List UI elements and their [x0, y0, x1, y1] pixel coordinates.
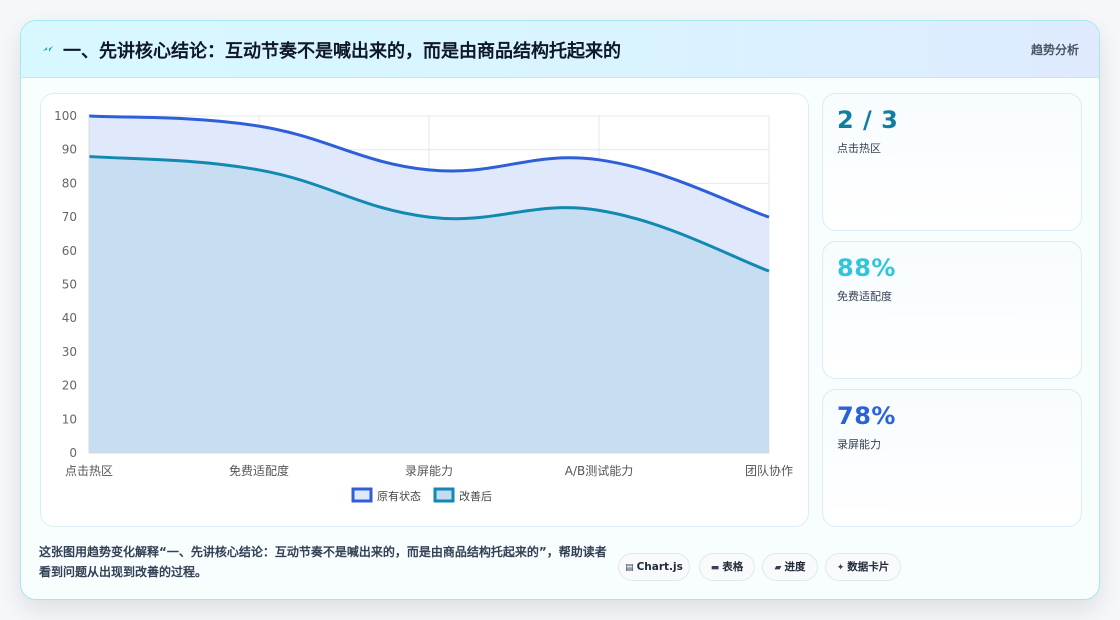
y-tick-label: 0 — [69, 446, 77, 460]
legend-swatch — [351, 487, 373, 503]
x-tick-label: 免费适配度 — [229, 463, 289, 478]
series-area-2 — [89, 156, 769, 453]
progress-icon: ▰ — [774, 563, 782, 573]
stat-value: 2 / 3 — [837, 106, 899, 134]
x-tick-label: 团队协作 — [745, 463, 793, 478]
legend-label: 改善后 — [459, 489, 492, 503]
chart-panel: 0 10 20 30 40 50 60 70 80 90 100 点击热区 免费适配度 录屏能力 A/B测试… — [40, 93, 809, 527]
y-tick-label: 30 — [62, 345, 77, 359]
chip-data-cards[interactable]: ✦ 数据卡片 — [825, 553, 901, 581]
stat-card-2: 88% 免费适配度 — [822, 241, 1082, 379]
stat-card-3: 78% 录屏能力 — [822, 389, 1082, 527]
stat-value: 88% — [837, 254, 896, 282]
stat-card-1: 2 / 3 点击热区 — [822, 93, 1082, 231]
page-title: 一、先讲核心结论：互动节奏不是喊出来的，而是由商品结构托起来的 — [63, 41, 621, 62]
y-tick-label: 20 — [62, 379, 77, 393]
chart-icon: ▤ — [625, 563, 634, 573]
section-tag: 趋势分析 — [1030, 43, 1079, 57]
stat-label: 点击热区 — [837, 142, 881, 155]
y-tick-label: 40 — [62, 311, 77, 325]
y-tick-label: 100 — [54, 109, 77, 123]
sparkle-icon: ✦ — [836, 563, 845, 573]
table-icon: ▬ — [710, 563, 720, 573]
chip-label: 数据卡片 — [847, 561, 890, 573]
stat-label: 录屏能力 — [837, 438, 881, 451]
chip-progress[interactable]: ▰ 进度 — [762, 553, 818, 581]
x-tick-label: 录屏能力 — [405, 464, 453, 478]
chip-label: 表格 — [722, 561, 744, 573]
area-chart: 0 10 20 30 40 50 60 70 80 90 100 点击热区 免费适配度 录屏能力 A/B测试… — [54, 109, 793, 503]
card-header: 一、先讲核心结论：互动节奏不是喊出来的，而是由商品结构托起来的 趋势分析 — [21, 21, 1099, 78]
y-tick-label: 60 — [62, 244, 77, 258]
x-tick-label: A/B测试能力 — [565, 463, 634, 478]
x-tick-label: 点击热区 — [65, 464, 113, 478]
chip-table[interactable]: ▬ 表格 — [699, 553, 755, 581]
chip-chartjs[interactable]: ▤ Chart.js — [618, 553, 690, 581]
chip-label: Chart.js — [636, 561, 683, 573]
chart-description: 这张图用趋势变化解释“一、先讲核心结论：互动节奏不是喊出来的，而是由商品结构托起… — [39, 545, 607, 579]
y-tick-label: 10 — [62, 412, 77, 426]
chip-label: 进度 — [784, 561, 806, 573]
stat-label: 免费适配度 — [837, 290, 892, 303]
y-tick-label: 90 — [62, 143, 77, 157]
legend-label: 原有状态 — [377, 489, 421, 503]
y-tick-label: 70 — [62, 210, 77, 224]
y-tick-label: 80 — [62, 176, 77, 190]
legend-swatch — [433, 487, 455, 503]
bolt-icon — [43, 46, 53, 52]
y-tick-label: 50 — [62, 278, 77, 292]
stat-value: 78% — [837, 402, 896, 430]
report-card: 一、先讲核心结论：互动节奏不是喊出来的，而是由商品结构托起来的 趋势分析 0 10… — [20, 20, 1100, 600]
